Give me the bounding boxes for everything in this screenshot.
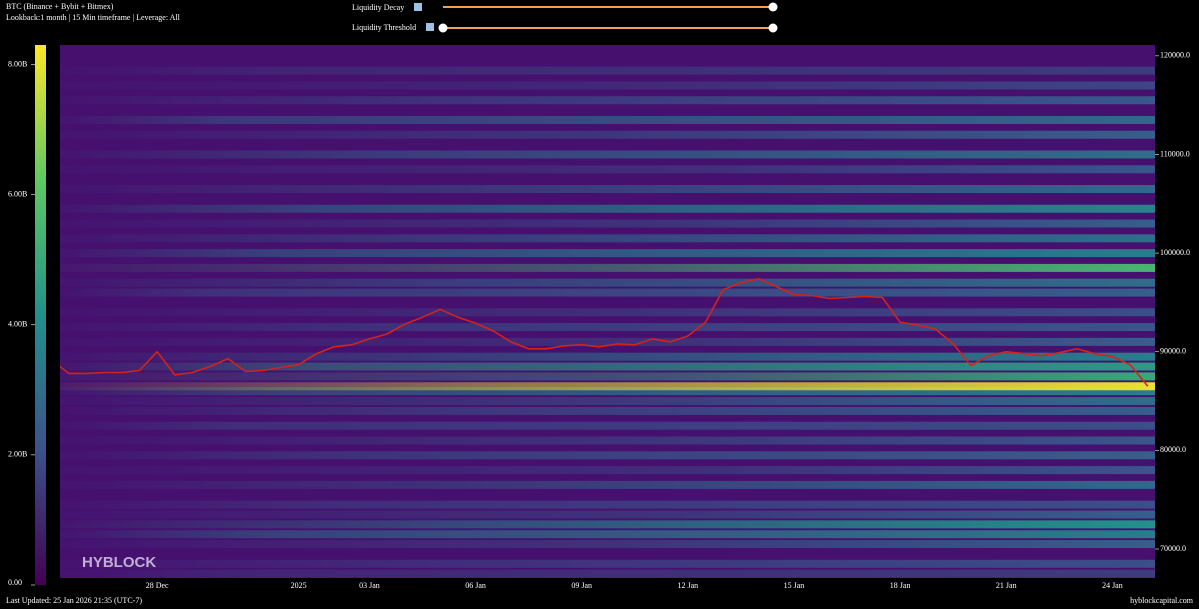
y-tick-label: 70000.0 <box>1160 544 1186 553</box>
colorbar-tick-label: 4.00B <box>8 320 27 329</box>
liquidity-band <box>60 165 1155 174</box>
y-tick-label: 80000.0 <box>1160 445 1186 454</box>
x-tick-label: 15 Jan <box>784 581 805 590</box>
liquidity-band <box>60 510 1155 519</box>
liquidity-band <box>60 308 1155 317</box>
liquidity-band <box>60 115 1155 124</box>
control-label: Liquidity Threshold <box>352 23 416 32</box>
x-tick-label: 03 Jan <box>359 581 380 590</box>
threshold-slider[interactable] <box>438 23 778 33</box>
y-tick-label: 120000.0 <box>1160 51 1190 60</box>
liquidity-band <box>60 387 1155 396</box>
colorbar-tick-label: 2.00B <box>8 450 27 459</box>
liquidity-band <box>60 66 1155 75</box>
price-line <box>60 278 1149 387</box>
liquidity-band <box>60 249 1155 258</box>
liquidity-band <box>60 559 1155 568</box>
liquidity-band <box>60 569 1155 578</box>
liquidity-band <box>60 540 1155 549</box>
liquidity-band <box>60 150 1155 159</box>
liquidity-band <box>60 480 1155 489</box>
liquidity-band <box>60 288 1155 297</box>
x-tick-label: 12 Jan <box>678 581 699 590</box>
x-tick-label: 06 Jan <box>465 581 486 590</box>
control-label: Liquidity Decay <box>352 3 404 12</box>
liquidity-band <box>60 185 1155 194</box>
liquidity-band <box>60 337 1155 346</box>
liquidity-band <box>60 372 1155 381</box>
liquidity-band <box>60 96 1155 105</box>
liquidity-band <box>60 530 1155 539</box>
liquidity-band <box>60 234 1155 243</box>
decay-slider[interactable] <box>443 2 778 12</box>
footer-updated: Last Updated: 25 Jan 2026 21:35 (UTC-7) <box>6 596 142 605</box>
slider-knob[interactable] <box>438 23 448 33</box>
liquidity-band <box>60 500 1155 509</box>
colorbar-tick-label: 8.00B <box>8 59 27 68</box>
liquidity-band <box>60 130 1155 139</box>
liquidity-band <box>60 406 1155 415</box>
liquidity-band <box>60 421 1155 430</box>
x-tick-label: 09 Jan <box>571 581 592 590</box>
y-tick-label: 100000.0 <box>1160 248 1190 257</box>
liquidity-band <box>60 520 1155 529</box>
y-tick-label: 90000.0 <box>1160 347 1186 356</box>
colorbar-tick-label: 0.00 <box>8 578 22 587</box>
liquidity-band <box>60 219 1155 228</box>
x-tick-label: 24 Jan <box>1102 581 1123 590</box>
x-tick-label: 2025 <box>291 581 307 590</box>
liquidity-band <box>60 278 1155 287</box>
liquidity-band <box>60 263 1155 272</box>
liquidity-band <box>60 451 1155 460</box>
liquidity-band <box>60 397 1155 406</box>
liquidity-band <box>60 436 1155 445</box>
liquidity-band <box>60 362 1155 371</box>
x-tick-label: 18 Jan <box>890 581 911 590</box>
liquidity-band <box>60 352 1155 361</box>
slider-knob[interactable] <box>768 2 778 12</box>
chart-title: BTC (Binance + Bybit + Bitmex) <box>6 2 114 11</box>
price-layer <box>60 278 1149 387</box>
colorbar <box>35 45 46 585</box>
liquidity-band <box>60 382 1155 391</box>
control-icon <box>426 23 434 31</box>
liquidity-band <box>60 323 1155 332</box>
slider-knob[interactable] <box>768 23 778 33</box>
liquidity-band <box>60 466 1155 475</box>
x-tick-label: 28 Dec <box>146 581 169 590</box>
colorbar-tick-label: 6.00B <box>8 189 27 198</box>
liquidity-band <box>60 204 1155 213</box>
control-icon <box>414 3 422 11</box>
liquidity-band <box>60 81 1155 90</box>
footer-source: hyblockcapital.com <box>1130 596 1194 605</box>
x-tick-label: 21 Jan <box>996 581 1017 590</box>
chart-subtitle: Lookback:1 month | 15 Min timeframe | Le… <box>6 13 181 22</box>
y-tick-label: 110000.0 <box>1160 149 1190 158</box>
watermark: HYBLOCK <box>82 554 156 571</box>
heatmap <box>60 66 1155 578</box>
